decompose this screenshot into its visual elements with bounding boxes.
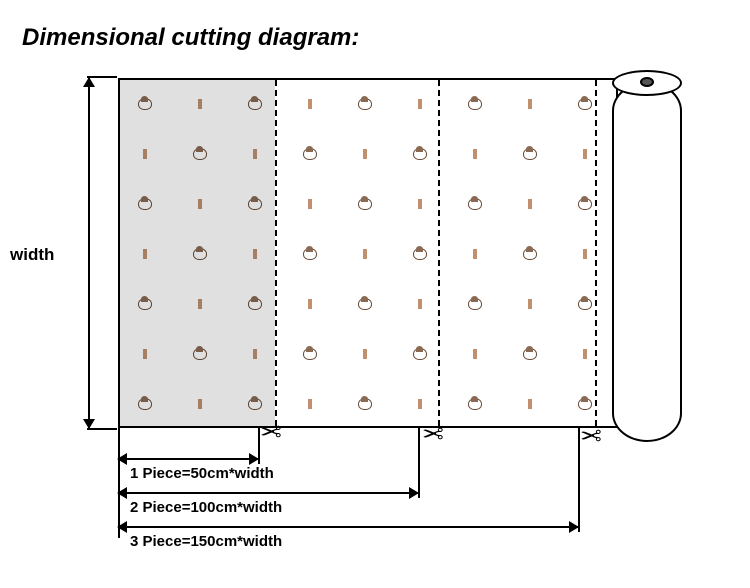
pattern-motif xyxy=(523,348,537,360)
pattern-motif xyxy=(418,399,422,409)
pattern-motif xyxy=(528,199,532,209)
width-tick-bottom xyxy=(87,428,117,430)
pattern-motif xyxy=(413,348,427,360)
width-tick-top xyxy=(87,76,117,78)
pattern-motif xyxy=(363,249,367,259)
cut-line-1 xyxy=(275,80,277,426)
piece-1-label: 1 Piece=50cm*width xyxy=(130,465,274,482)
pattern-motif xyxy=(528,299,532,309)
scissors-icon-2: ✂ xyxy=(422,420,444,446)
pattern-motif xyxy=(418,299,422,309)
fabric-sheet xyxy=(118,78,618,428)
pattern-motif xyxy=(468,298,482,310)
pattern-motif xyxy=(473,149,477,159)
width-dimension-arrow xyxy=(88,78,90,428)
roll-core-hole xyxy=(640,77,654,87)
pattern-motif xyxy=(473,249,477,259)
pattern-motif xyxy=(528,399,532,409)
cut-line-3 xyxy=(595,80,597,426)
pattern-motif xyxy=(308,199,312,209)
pattern-motif xyxy=(578,298,592,310)
pattern-motif xyxy=(418,99,422,109)
pattern-motif xyxy=(358,398,372,410)
piece-2-label: 2 Piece=100cm*width xyxy=(130,499,282,516)
pattern-motif xyxy=(418,199,422,209)
pattern-motif xyxy=(578,198,592,210)
pattern-motif xyxy=(358,98,372,110)
pattern-motif xyxy=(468,398,482,410)
scissors-icon-3: ✂ xyxy=(580,422,602,448)
piece-1-arrow xyxy=(118,458,258,460)
width-label: width xyxy=(10,245,54,265)
scissors-icon-1: ✂ xyxy=(260,418,282,444)
pattern-motif xyxy=(523,248,537,260)
pattern-motif xyxy=(303,148,317,160)
pattern-motif xyxy=(363,149,367,159)
first-piece-shade xyxy=(120,80,275,426)
pattern-motif xyxy=(583,349,587,359)
pattern-motif xyxy=(468,98,482,110)
pattern-motif xyxy=(528,99,532,109)
pattern-motif xyxy=(303,248,317,260)
pattern-motif xyxy=(523,148,537,160)
pattern-motif xyxy=(308,399,312,409)
pattern-motif xyxy=(583,249,587,259)
pattern-motif xyxy=(303,348,317,360)
pattern-motif xyxy=(583,149,587,159)
pattern-motif xyxy=(413,248,427,260)
pattern-motif xyxy=(578,398,592,410)
cut-line-2 xyxy=(438,80,440,426)
pattern-motif xyxy=(358,198,372,210)
piece-3-label: 3 Piece=150cm*width xyxy=(130,533,282,550)
pattern-motif xyxy=(308,99,312,109)
pattern-motif xyxy=(308,299,312,309)
piece-3-arrow xyxy=(118,526,578,528)
pattern-motif xyxy=(363,349,367,359)
pattern-motif xyxy=(358,298,372,310)
pattern-motif xyxy=(413,148,427,160)
piece-2-right-tick xyxy=(418,428,420,498)
roll-body xyxy=(612,82,682,442)
pattern-motif xyxy=(473,349,477,359)
pattern-motif xyxy=(468,198,482,210)
page-title: Dimensional cutting diagram: xyxy=(22,24,359,52)
piece-2-arrow xyxy=(118,492,418,494)
pattern-motif xyxy=(578,98,592,110)
